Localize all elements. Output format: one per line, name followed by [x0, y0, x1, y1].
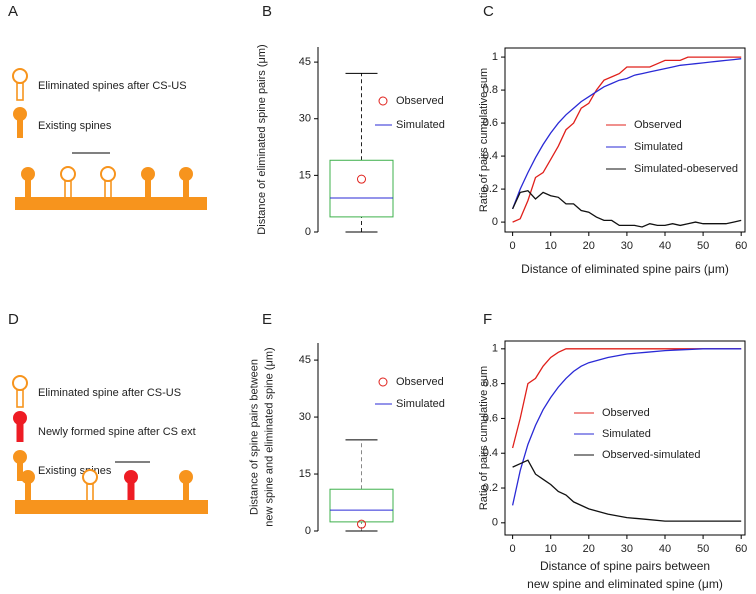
panel-letter: C [483, 3, 494, 20]
legend-icon [12, 68, 28, 101]
y-axis-label: new spine and eliminated spine (μm) [263, 347, 275, 526]
y-tick-label: 0 [492, 216, 498, 228]
series-line [511, 58, 742, 210]
series-line [512, 56, 742, 223]
legend-label: Simulated [396, 119, 445, 131]
x-tick-label: 30 [621, 543, 633, 555]
legend-label: Newly formed spine after CS ext [38, 426, 196, 438]
x-tick-label: 60 [735, 240, 747, 252]
x-tick-label: 0 [510, 543, 516, 555]
spine [124, 470, 138, 501]
observed-point [357, 519, 366, 529]
box [329, 159, 394, 218]
spine [82, 469, 98, 502]
y-tick-label: 0.2 [483, 482, 498, 494]
y-tick-label: 15 [299, 468, 311, 480]
legend-icon [13, 107, 27, 138]
y-tick-label: 0 [492, 517, 498, 529]
dendrite [15, 500, 208, 514]
spine [179, 470, 193, 501]
y-tick-label: 30 [299, 113, 311, 125]
y-tick-label: 0.6 [483, 117, 498, 129]
box [329, 488, 394, 523]
y-tick-label: 45 [299, 56, 311, 68]
y-axis-label: Distance of eliminated spine pairs (μm) [256, 44, 268, 234]
x-tick-label: 40 [659, 240, 671, 252]
x-tick-label: 20 [583, 240, 595, 252]
panel-letter: E [262, 311, 272, 328]
legend-label: Simulated-obeserved [634, 163, 738, 175]
x-tick-label: 30 [621, 240, 633, 252]
y-tick-label: 0.6 [483, 412, 498, 424]
x-tick-label: 10 [545, 543, 557, 555]
legend-label: Existing spines [38, 120, 112, 132]
y-tick-label: 0.2 [483, 183, 498, 195]
legend-icon [12, 375, 28, 408]
x-tick-label: 60 [735, 543, 747, 555]
legend-icon [13, 411, 27, 442]
y-tick-label: 0 [305, 525, 311, 537]
y-tick-label: 30 [299, 411, 311, 423]
observed-point [357, 174, 366, 184]
y-tick-label: 0.8 [483, 84, 498, 96]
x-axis-label: new spine and eliminated spine (μm) [527, 577, 723, 591]
legend-label: Observed [396, 376, 444, 388]
x-tick-label: 50 [697, 543, 709, 555]
legend-label: Observed [602, 407, 650, 419]
legend-label: Simulated [602, 428, 651, 440]
legend-label: Simulated [396, 398, 445, 410]
spine [141, 167, 155, 198]
panel-letter: A [8, 3, 18, 20]
series-line [512, 189, 742, 228]
y-tick-label: 15 [299, 169, 311, 181]
plot-frame [504, 340, 746, 536]
y-tick-label: 0.8 [483, 378, 498, 390]
spine [60, 166, 76, 199]
legend-label: Existing spines [38, 465, 112, 477]
legend-label: Observed [634, 119, 682, 131]
spine [179, 167, 193, 198]
spine [21, 167, 35, 198]
series-line [511, 348, 742, 449]
x-tick-label: 0 [510, 240, 516, 252]
x-axis-label: Distance of spine pairs between [540, 559, 710, 573]
legend-marker [378, 377, 388, 387]
series-line [512, 459, 742, 522]
y-axis-label: Ratio of pairs cumulative sum [478, 68, 490, 212]
legend-label: Observed [396, 95, 444, 107]
diagram-d: D Eliminated spine after CS-US Newly for… [8, 311, 208, 514]
panel-letter: B [262, 3, 272, 20]
legend-label: Eliminated spines after CS-US [38, 80, 187, 92]
legend-label: Simulated [634, 141, 683, 153]
panel-letter: D [8, 311, 19, 328]
legend-label: Observed-simulated [602, 449, 700, 461]
y-tick-label: 0.4 [483, 150, 498, 162]
x-tick-label: 50 [697, 240, 709, 252]
y-tick-label: 0 [305, 226, 311, 238]
spine [21, 470, 35, 501]
panel-letter: F [483, 311, 492, 328]
x-tick-label: 10 [545, 240, 557, 252]
x-tick-label: 20 [583, 543, 595, 555]
y-tick-label: 1 [492, 51, 498, 63]
y-axis-label: Ratio of pairs cumulative sum [478, 366, 490, 510]
legend-label: Eliminated spine after CS-US [38, 387, 181, 399]
y-tick-label: 0.4 [483, 447, 498, 459]
dendrite [15, 197, 207, 210]
legend-marker [378, 96, 388, 106]
y-tick-label: 45 [299, 354, 311, 366]
x-axis-label: Distance of eliminated spine pairs (μm) [521, 262, 729, 276]
y-tick-label: 1 [492, 343, 498, 355]
x-tick-label: 40 [659, 543, 671, 555]
series-line [511, 348, 742, 506]
diagram-a: A Eliminated spines after CS-US Existing… [8, 3, 207, 210]
spine [100, 166, 116, 199]
plot-frame [504, 47, 746, 233]
y-axis-label: Distance of spine pairs between [248, 359, 260, 515]
